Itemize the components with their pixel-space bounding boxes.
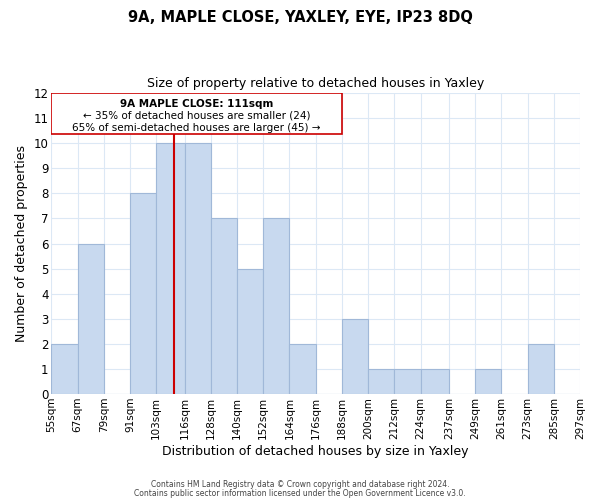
Text: Contains HM Land Registry data © Crown copyright and database right 2024.: Contains HM Land Registry data © Crown c… — [151, 480, 449, 489]
FancyBboxPatch shape — [52, 93, 342, 134]
Bar — [394, 369, 421, 394]
Bar — [421, 369, 449, 394]
Bar — [263, 218, 289, 394]
Bar — [527, 344, 554, 394]
Bar — [156, 143, 185, 394]
Bar — [368, 369, 394, 394]
X-axis label: Distribution of detached houses by size in Yaxley: Distribution of detached houses by size … — [163, 444, 469, 458]
Title: Size of property relative to detached houses in Yaxley: Size of property relative to detached ho… — [147, 78, 484, 90]
Bar — [185, 143, 211, 394]
Bar — [211, 218, 237, 394]
Bar — [237, 268, 263, 394]
Text: ← 35% of detached houses are smaller (24): ← 35% of detached houses are smaller (24… — [83, 110, 310, 120]
Text: Contains public sector information licensed under the Open Government Licence v3: Contains public sector information licen… — [134, 488, 466, 498]
Y-axis label: Number of detached properties: Number of detached properties — [15, 145, 28, 342]
Bar — [342, 319, 368, 394]
Text: 9A, MAPLE CLOSE, YAXLEY, EYE, IP23 8DQ: 9A, MAPLE CLOSE, YAXLEY, EYE, IP23 8DQ — [128, 10, 472, 25]
Bar — [289, 344, 316, 394]
Bar — [77, 244, 104, 394]
Text: 65% of semi-detached houses are larger (45) →: 65% of semi-detached houses are larger (… — [73, 122, 321, 132]
Bar — [475, 369, 502, 394]
Bar — [130, 194, 156, 394]
Bar — [52, 344, 77, 394]
Text: 9A MAPLE CLOSE: 111sqm: 9A MAPLE CLOSE: 111sqm — [120, 98, 273, 108]
